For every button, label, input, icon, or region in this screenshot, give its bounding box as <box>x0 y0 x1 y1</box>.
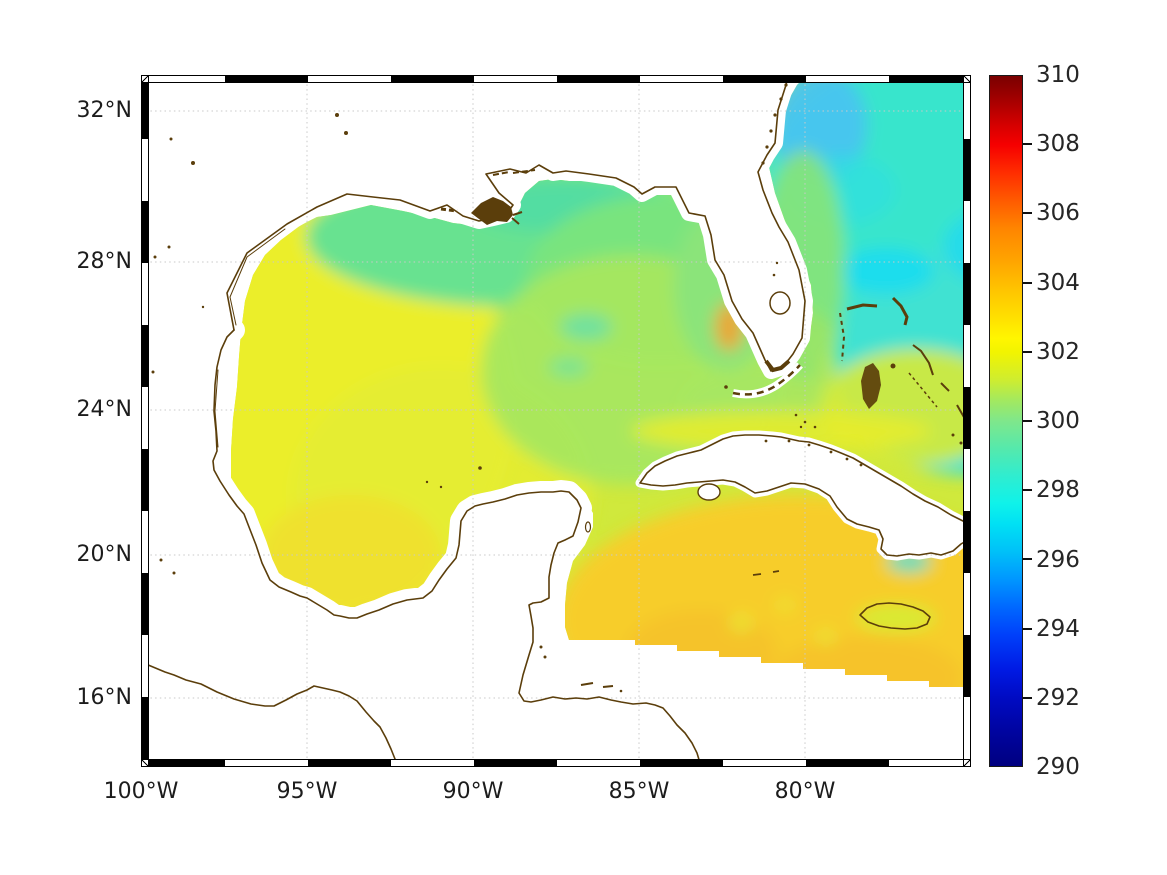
colorbar-tick <box>1023 351 1032 353</box>
colorbar-tick-label: 308 <box>1036 131 1080 157</box>
isla-juventud <box>697 483 721 501</box>
coastline-mexico-lagoon <box>214 369 219 448</box>
abaco <box>891 296 909 326</box>
colorbar-tick <box>1023 282 1032 284</box>
lon-tick-label: 85°W <box>608 779 670 804</box>
map-frame-corner-br <box>963 759 971 767</box>
lat-tick-label: 24°N <box>76 397 132 422</box>
coastline-pacific <box>141 661 398 767</box>
eleuthera <box>912 344 934 376</box>
georgia-barrier-islands <box>761 83 788 165</box>
colorbar-tick-label: 292 <box>1036 685 1080 711</box>
cayman-islands <box>752 570 780 576</box>
mississippi-delta <box>471 197 513 225</box>
bay-islands-honduras <box>580 682 614 688</box>
new-providence <box>890 363 896 369</box>
florida-keys <box>732 364 801 396</box>
lat-tick-label: 20°N <box>76 542 132 567</box>
lon-tick-label: 95°W <box>276 779 338 804</box>
andros <box>861 363 881 409</box>
map-frame-corner-tl <box>141 75 149 83</box>
campeche-reefs <box>425 466 482 489</box>
exuma-cays <box>908 372 938 408</box>
lon-tick-label: 100°W <box>103 779 179 804</box>
colorbar-tick-label: 304 <box>1036 270 1080 296</box>
colorbar-tick-label: 310 <box>1036 62 1080 88</box>
colorbar-tick-label: 290 <box>1036 754 1080 780</box>
colorbar-gradient <box>989 75 1023 767</box>
colorbar-tick <box>1023 212 1032 214</box>
lon-tick-label: 90°W <box>442 779 504 804</box>
colorbar-tick <box>1023 143 1032 145</box>
coastline-mexico <box>212 329 702 767</box>
cat-island <box>940 382 950 392</box>
grand-bahama <box>846 303 878 311</box>
bimini-chain <box>839 312 846 362</box>
dry-tortugas <box>724 385 728 389</box>
cozumel-island <box>584 521 592 533</box>
colorbar-tick-label: 296 <box>1036 547 1080 573</box>
coastline-jamaica <box>859 602 931 630</box>
inland-lakes <box>151 113 779 575</box>
map-frame-left <box>141 75 149 767</box>
colorbar-tick <box>1023 489 1032 491</box>
colorbar-tick <box>1023 697 1032 699</box>
turneffe-cays <box>539 645 623 693</box>
colorbar-tick-label: 302 <box>1036 339 1080 365</box>
delta-spikes <box>511 211 523 225</box>
map-frame-right <box>963 75 971 767</box>
colorbar-tick <box>1023 558 1032 560</box>
lake-okeechobee <box>769 291 791 315</box>
map-frame-bottom <box>141 759 971 767</box>
lon-tick-label: 80°W <box>774 779 836 804</box>
colorbar-tick <box>1023 420 1032 422</box>
lat-tick-label: 28°N <box>76 249 132 274</box>
coastlines <box>141 75 971 767</box>
colorbar-tick-label: 300 <box>1036 408 1080 434</box>
cuba-north-cays <box>764 439 863 467</box>
coastline-texas-lagoon <box>229 228 286 326</box>
cay-sal-bank <box>794 413 817 429</box>
louisiana-marsh <box>440 207 458 213</box>
coastline-us <box>226 75 806 372</box>
map-frame-corner-bl <box>141 759 149 767</box>
map-canvas <box>141 75 971 767</box>
colorbar-tick-label: 294 <box>1036 616 1080 642</box>
colorbar-tick-label: 306 <box>1036 200 1080 226</box>
map-frame-corner-tr <box>963 75 971 83</box>
lat-tick-label: 32°N <box>76 98 132 123</box>
map-detail-marks <box>151 83 970 693</box>
map-frame-top <box>141 75 971 83</box>
colorbar-tick-label: 298 <box>1036 477 1080 503</box>
mississippi-sound-barrier <box>492 169 536 176</box>
everglades-mangrove <box>764 359 791 373</box>
lat-tick-label: 16°N <box>76 685 132 710</box>
colorbar-tick <box>1023 628 1032 630</box>
